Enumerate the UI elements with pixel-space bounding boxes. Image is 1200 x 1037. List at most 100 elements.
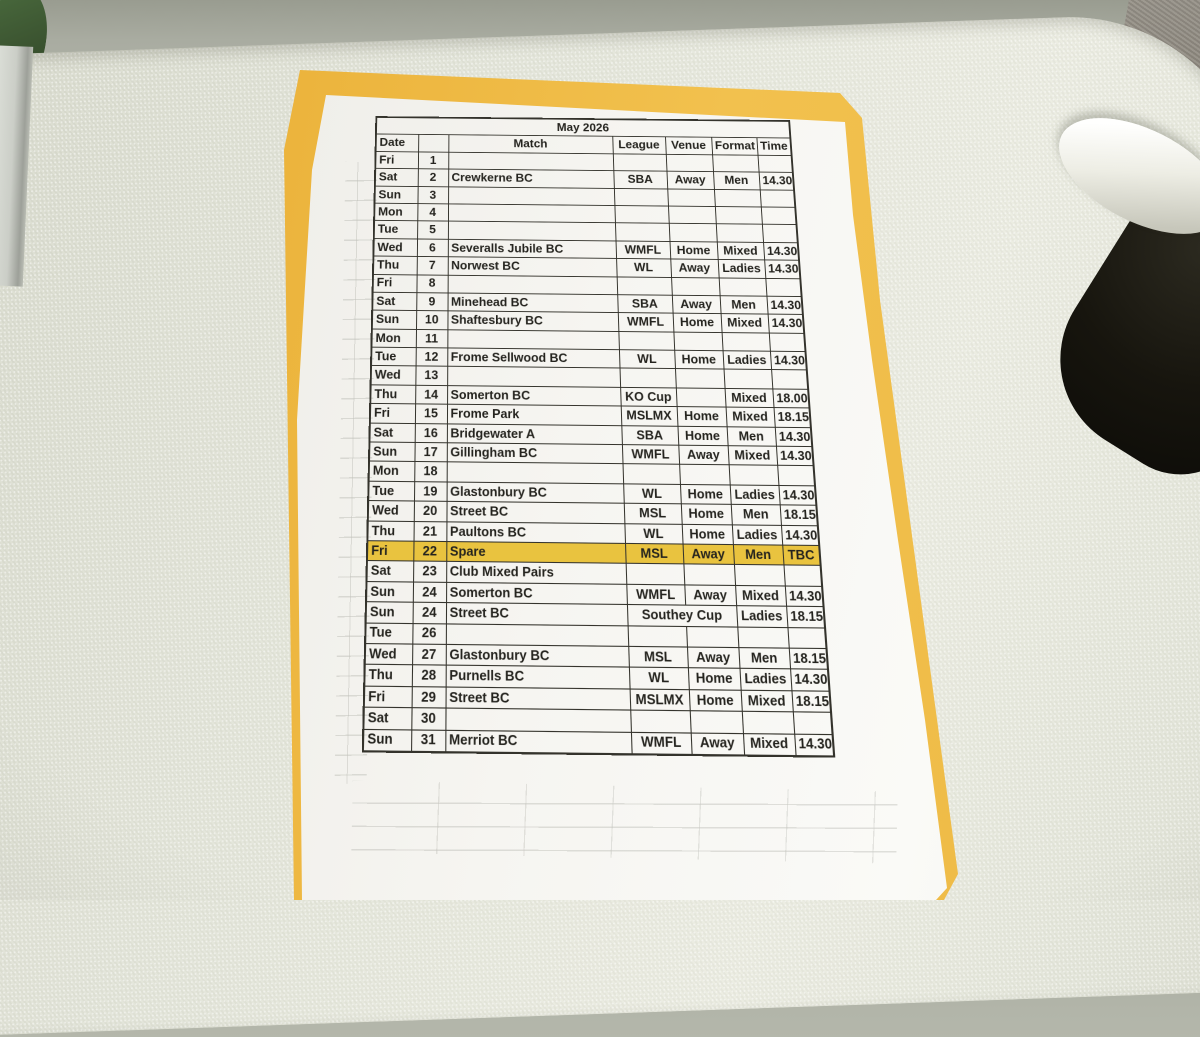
day-cell: Wed	[370, 365, 416, 386]
league-cell	[614, 223, 670, 242]
league-cell: MSLMX	[620, 406, 678, 426]
day-cell: Wed	[367, 500, 414, 522]
venue-cell: Away	[678, 445, 729, 466]
date-cell: 7	[416, 256, 448, 275]
date-cell: 20	[413, 501, 447, 522]
venue-cell: Home	[676, 406, 727, 427]
venue-cell: Away	[684, 584, 737, 606]
league-cell	[616, 276, 672, 296]
match-cell	[447, 329, 619, 350]
venue-cell: Home	[687, 668, 741, 690]
time-cell: 18.15	[773, 407, 811, 428]
league-cell: WL	[628, 667, 689, 690]
date-cell: 15	[414, 404, 448, 424]
format-cell: Men	[738, 647, 791, 670]
date-cell: 27	[412, 643, 446, 666]
match-cell	[448, 152, 614, 171]
date-cell: 21	[413, 521, 447, 542]
format-cell	[721, 332, 770, 352]
league-cell: SBA	[613, 170, 668, 189]
venue-cell: Home	[679, 484, 731, 505]
format-cell	[741, 711, 795, 734]
date-cell: 6	[416, 238, 448, 257]
format-cell: Mixed	[724, 388, 774, 408]
fixtures-table: May 2026 Date Match League Venue Format …	[361, 116, 836, 758]
date-cell: 29	[411, 686, 446, 709]
format-cell: Mixed	[742, 733, 796, 757]
format-cell: Mixed	[725, 407, 775, 427]
format-cell	[728, 465, 779, 486]
match-cell: Shaftesbury BC	[447, 311, 619, 332]
day-cell: Thu	[367, 520, 414, 542]
league-cell	[622, 464, 680, 485]
date-cell: 31	[411, 729, 446, 753]
format-cell: Men	[726, 426, 776, 447]
match-cell: Glastonbury BC	[445, 644, 629, 668]
match-cell: Street BC	[446, 501, 625, 524]
league-cell	[630, 710, 691, 733]
venue-cell	[683, 564, 736, 586]
day-cell: Tue	[365, 622, 413, 644]
venue-cell: Home	[669, 241, 718, 260]
format-cell: Men	[713, 171, 760, 190]
league-cell: MSL	[623, 503, 682, 524]
day-cell: Mon	[368, 461, 415, 482]
time-cell	[768, 332, 806, 352]
venue-cell: Home	[680, 504, 732, 525]
league-cell	[618, 331, 675, 351]
date-cell: 26	[412, 623, 446, 645]
date-cell: 16	[414, 423, 447, 443]
match-cell	[447, 221, 616, 241]
format-cell: Ladies	[717, 259, 766, 278]
day-cell: Mon	[371, 328, 417, 348]
venue-cell	[667, 188, 715, 207]
format-cell	[733, 564, 785, 586]
column-header-match: Match	[448, 135, 613, 154]
venue-cell: Home	[688, 689, 742, 712]
time-cell: 14.30	[790, 669, 830, 691]
venue-cell	[665, 154, 714, 172]
match-cell: Frome Park	[446, 404, 622, 426]
match-cell: Street BC	[445, 602, 628, 626]
venue-cell: Away	[686, 646, 740, 669]
match-cell: Bridgewater A	[446, 423, 622, 445]
day-cell: Thu	[364, 664, 413, 687]
day-cell: Sat	[372, 292, 417, 311]
day-cell: Fri	[366, 540, 414, 562]
match-cell: Paultons BC	[446, 521, 626, 544]
venue-cell	[686, 626, 739, 648]
league-cell: Southey Cup	[626, 604, 738, 627]
day-cell: Wed	[364, 643, 413, 666]
date-cell: 23	[413, 561, 447, 583]
time-cell: 18.15	[791, 690, 832, 713]
venue-cell: Away	[670, 259, 719, 278]
time-cell	[757, 155, 793, 173]
day-cell: Sun	[371, 310, 417, 330]
match-cell	[448, 186, 615, 206]
time-cell: 14.30	[775, 446, 814, 467]
date-cell: 1	[417, 151, 449, 170]
time-cell: 18.00	[772, 388, 810, 409]
format-cell: Men	[719, 295, 768, 315]
date-cell: 4	[417, 203, 449, 222]
day-cell: Thu	[372, 256, 417, 275]
match-cell	[445, 623, 629, 647]
date-cell: 13	[415, 366, 448, 386]
day-cell: Mon	[374, 203, 418, 222]
venue-cell	[689, 710, 743, 734]
time-cell: 18.15	[779, 505, 818, 526]
format-cell: Ladies	[739, 668, 792, 691]
format-cell: Mixed	[716, 241, 765, 261]
date-cell: 24	[412, 581, 447, 603]
match-cell: Minehead BC	[447, 292, 618, 313]
format-cell: Ladies	[736, 605, 788, 628]
match-cell	[447, 203, 615, 224]
fixture-row: Sun 31 Merriot BC WMFL Away Mixed 14.30	[362, 728, 835, 757]
date-cell: 12	[415, 347, 448, 367]
day-cell: Fri	[369, 403, 416, 424]
match-cell: Severalls Jubile BC	[447, 239, 617, 259]
column-header-time: Time	[756, 138, 792, 156]
match-cell: Purnells BC	[445, 665, 630, 689]
time-cell: 14.30	[769, 351, 807, 371]
